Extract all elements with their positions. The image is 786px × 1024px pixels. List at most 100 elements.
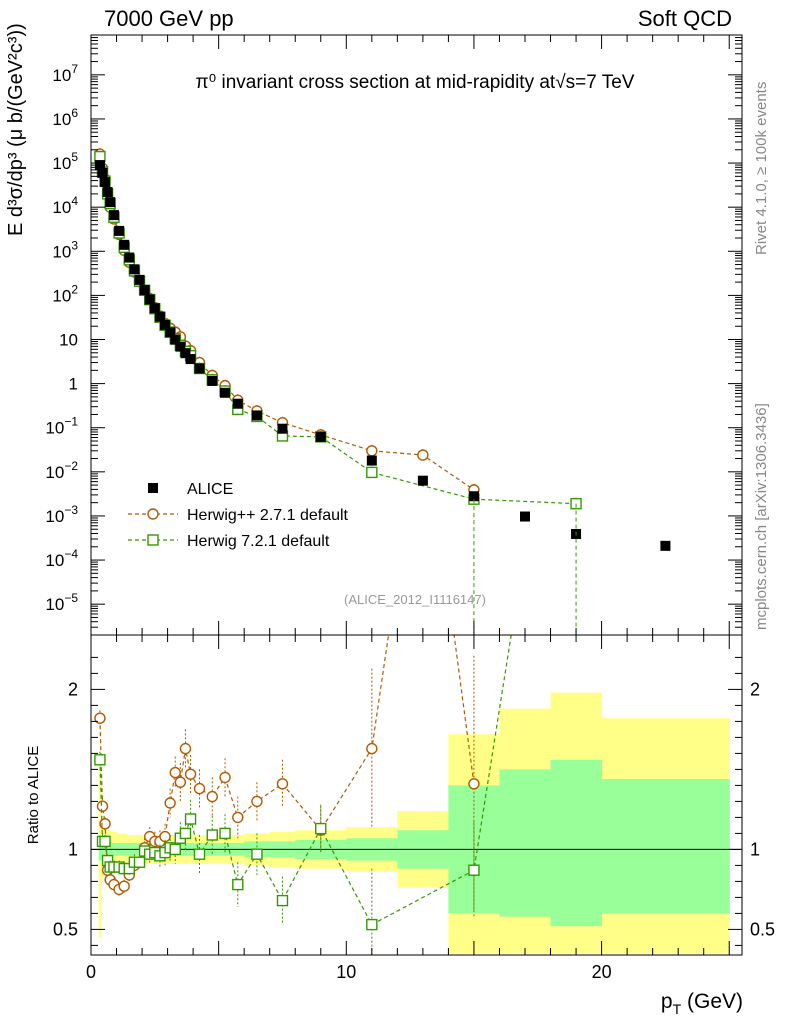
data-point (94, 160, 105, 171)
data-point (124, 252, 135, 263)
x-axis-label: pT (GeV) (661, 990, 743, 1017)
ratio-point (206, 829, 218, 841)
data-point (129, 264, 140, 275)
ratio-point (174, 776, 187, 788)
ratio-point (468, 864, 480, 876)
data-point (139, 285, 150, 296)
y-tick-base: 10 (45, 419, 64, 438)
y-tick-exponent: 4 (71, 194, 78, 208)
y-tick-exponent: 5 (71, 150, 78, 164)
y-tick-base: 10 (59, 331, 78, 350)
data-point (180, 348, 191, 359)
data-point (277, 423, 288, 434)
data-point (194, 363, 205, 374)
data-point (114, 225, 125, 236)
x-tick-label: 20 (592, 962, 612, 982)
ratio-point (232, 878, 244, 891)
ratio-y-tick-label: 1 (68, 839, 78, 859)
data-point (220, 387, 231, 398)
y-tick-exponent: −2 (64, 459, 78, 473)
ratio-point (219, 827, 231, 840)
mcplots-reference-label: mcplots.cern.ch [arXiv:1306.3436] (753, 403, 770, 630)
legend-label: Herwig++ 2.7.1 default (187, 507, 349, 524)
legend-label: Herwig 7.2.1 default (187, 533, 330, 550)
data-point (149, 303, 160, 314)
x-tick-label: 10 (336, 962, 356, 982)
ratio-point (315, 822, 327, 835)
y-tick-base: 10 (52, 286, 71, 305)
y-tick-label: 103 (52, 238, 78, 261)
ratio-point (179, 742, 192, 755)
data-point (102, 187, 113, 198)
data-point (520, 511, 530, 522)
data-point (366, 455, 377, 466)
data-point (366, 466, 378, 479)
ratio-point (219, 771, 231, 784)
uncertainty-band-inner (550, 759, 603, 927)
ratio-y-axis-label: Ratio to ALICE (25, 746, 42, 844)
ratio-point (184, 813, 197, 825)
rivet-version-label: Rivet 4.1.0, ≥ 100k events (753, 81, 770, 255)
header-right: Soft QCD (637, 6, 732, 31)
y-tick-exponent: 6 (71, 106, 78, 120)
x-tick-label: 0 (86, 962, 96, 982)
y-tick-label: 10−1 (45, 415, 78, 438)
data-point (165, 327, 176, 338)
y-tick-label: 104 (52, 194, 78, 217)
data-point (144, 294, 155, 305)
ratio-point (571, 220, 581, 230)
y-tick-label: 10−5 (45, 591, 78, 614)
y-tick-label: 10−3 (45, 503, 78, 526)
data-point (232, 398, 243, 409)
ratio-point (96, 800, 109, 812)
ratio-point (251, 848, 263, 860)
ratio-point (94, 754, 106, 766)
chart-title: π⁰ invariant cross section at mid-rapidi… (196, 72, 635, 93)
legend-label: ALICE (187, 481, 233, 498)
y-tick-label: 10 (59, 331, 78, 350)
data-point (468, 491, 479, 502)
y-tick-exponent: 7 (71, 62, 78, 76)
data-point (315, 431, 326, 442)
ratio-y-tick-label-right: 0.5 (750, 919, 775, 939)
ratio-point (169, 843, 181, 856)
y-tick-label: 102 (52, 282, 78, 305)
y-tick-base: 10 (45, 595, 64, 614)
y-tick-label: 105 (52, 150, 78, 173)
data-point (160, 319, 171, 330)
data-point (417, 449, 429, 461)
y-tick-base: 10 (52, 154, 71, 173)
legend-marker (148, 483, 158, 493)
ratio-point (206, 790, 218, 803)
y-tick-label: 10−2 (45, 459, 78, 482)
data-point (97, 167, 108, 178)
ratio-point (118, 880, 130, 892)
y-tick-label: 10−4 (45, 547, 78, 570)
y-tick-exponent: 2 (71, 282, 78, 296)
ratio-point (418, 396, 428, 406)
y-tick-base: 1 (69, 375, 78, 394)
ratio-y-tick-label: 0.5 (53, 919, 78, 939)
y-tick-label: 1 (69, 375, 78, 394)
data-point (175, 341, 186, 352)
data-point (100, 177, 111, 188)
y-tick-exponent: −5 (64, 591, 78, 605)
header-left: 7000 GeV pp (104, 6, 234, 31)
y-tick-exponent: −3 (64, 503, 78, 517)
y-tick-base: 10 (45, 507, 64, 526)
ratio-point (276, 778, 289, 790)
legend-marker (147, 534, 159, 546)
data-point (207, 375, 218, 386)
y-tick-exponent: 3 (71, 238, 78, 252)
ratio-point (193, 848, 206, 860)
ratio-point (468, 778, 480, 790)
y-tick-label: 106 (52, 106, 78, 129)
y-tick-exponent: −4 (64, 547, 78, 561)
ratio-point (179, 827, 192, 840)
ratio-point (99, 835, 111, 848)
data-point (170, 334, 181, 345)
ratio-point (184, 768, 197, 780)
data-point (119, 239, 130, 250)
ratio-point (366, 918, 378, 931)
